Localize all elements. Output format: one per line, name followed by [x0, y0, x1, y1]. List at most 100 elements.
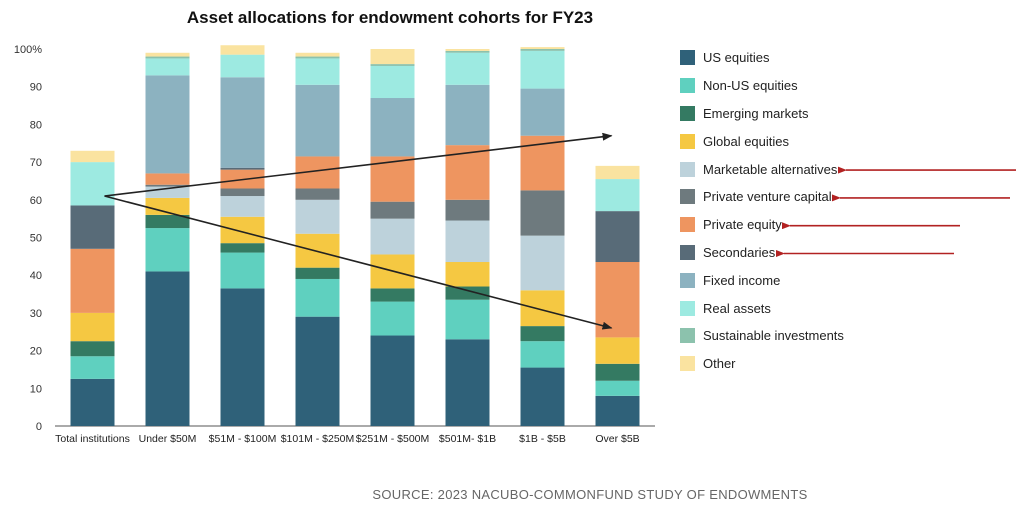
- legend-item: Global equities: [680, 127, 1020, 155]
- bar-segment: [295, 278, 340, 317]
- bar-segment: [70, 356, 115, 379]
- bar-stacks: [70, 45, 640, 426]
- x-tick-label: Total institutions: [55, 433, 130, 445]
- bar-segment: [220, 167, 265, 170]
- bar-segment: [145, 228, 190, 272]
- legend-item: US equities: [680, 44, 1020, 72]
- bar-segment: [445, 262, 490, 287]
- legend-item: Real assets: [680, 294, 1020, 322]
- bar-segment: [70, 162, 115, 206]
- bar-segment: [145, 173, 190, 185]
- bar-segment: [295, 84, 340, 157]
- bar-segment: [145, 214, 190, 229]
- legend-swatch: [680, 217, 695, 233]
- bar-segment: [595, 380, 640, 396]
- bar-segment: [145, 56, 190, 59]
- bar-segment: [595, 363, 640, 381]
- y-tick-label: 30: [30, 308, 42, 320]
- x-tick-label: $51M - $100M: [209, 433, 277, 445]
- y-tick-label: 80: [30, 119, 42, 131]
- bar-segment: [370, 288, 415, 302]
- legend-label: Marketable alternatives: [703, 161, 838, 177]
- bar-segment: [520, 235, 565, 291]
- legend-swatch: [680, 328, 695, 344]
- bar-segment: [295, 267, 340, 279]
- bar-segment: [370, 201, 415, 219]
- legend-label: Fixed income: [703, 272, 781, 288]
- bar-segment: [445, 220, 490, 263]
- bar-segment: [220, 252, 265, 289]
- bar-segment: [520, 290, 565, 327]
- bar-segment: [595, 179, 640, 212]
- bar-segment: [295, 58, 340, 85]
- legend-swatch: [680, 133, 695, 149]
- legend-swatch: [680, 105, 695, 121]
- bar-segment: [295, 188, 340, 200]
- x-tick-label: $1B - $5B: [519, 433, 566, 445]
- bar-segment: [295, 52, 340, 57]
- bar-segment: [70, 248, 115, 313]
- bar-segment: [445, 286, 490, 300]
- trend-arrow: [104, 195, 613, 330]
- bar-segment: [220, 45, 265, 55]
- bar-segment: [220, 243, 265, 253]
- bar-segment: [370, 301, 415, 336]
- legend-swatch: [680, 78, 695, 94]
- bar-segment: [370, 335, 415, 426]
- legend-item: Fixed income: [680, 266, 1020, 294]
- bar-segment: [145, 75, 190, 174]
- bar-segment: [370, 49, 415, 65]
- legend-item: Marketable alternatives: [680, 155, 1020, 183]
- bar-segment: [70, 150, 115, 163]
- legend-item: Sustainable investments: [680, 322, 1020, 350]
- legend-item: Other: [680, 350, 1020, 378]
- bar-segment: [370, 218, 415, 255]
- bar-segment: [145, 271, 190, 426]
- legend-swatch: [680, 189, 695, 205]
- legend-label: Other: [703, 356, 736, 372]
- bar-segment: [370, 64, 415, 66]
- bar-segment: [220, 188, 265, 197]
- y-tick-label: 60: [30, 195, 42, 207]
- legend-label: Real assets: [703, 300, 771, 316]
- x-axis: Total institutions Under $50M $51M - $100M…: [55, 433, 640, 445]
- bar-segment: [220, 77, 265, 168]
- legend-swatch: [680, 272, 695, 288]
- bar-segment: [145, 184, 190, 187]
- bar-segment: [520, 135, 565, 191]
- trend-arrows: [104, 132, 613, 330]
- bar-segment: [145, 52, 190, 57]
- y-tick-label: 0: [36, 421, 42, 433]
- y-tick-label: 70: [30, 157, 42, 169]
- bar-segment: [520, 50, 565, 89]
- legend-item: Emerging markets: [680, 100, 1020, 128]
- bar-segment: [370, 98, 415, 157]
- y-tick-label: 10: [30, 383, 42, 395]
- legend-item: Non-US equities: [680, 72, 1020, 100]
- bar-segment: [220, 54, 265, 78]
- y-axis: 0 10 20 30 40 50 60 70 80 90 100%: [14, 44, 655, 433]
- bar-segment: [70, 378, 115, 426]
- bar-segment: [445, 50, 490, 53]
- bar-segment: [70, 205, 115, 249]
- legend-item: Private venture capital: [680, 183, 1020, 211]
- bar-segment: [595, 211, 640, 263]
- legend-highlight-arrows: [776, 166, 1016, 257]
- bar-segment: [220, 288, 265, 426]
- legend-item: Secondaries: [680, 239, 1020, 267]
- bar-segment: [445, 84, 490, 146]
- y-tick-label: 40: [30, 270, 42, 282]
- bar-segment: [445, 339, 490, 426]
- bar-segment: [520, 49, 565, 51]
- y-tick-label: 100%: [14, 44, 42, 56]
- bar-segment: [220, 216, 265, 244]
- legend-swatch: [680, 161, 695, 177]
- bar-segment: [520, 190, 565, 236]
- bar-segment: [520, 367, 565, 426]
- y-tick-label: 50: [30, 233, 42, 245]
- bar-segment: [520, 341, 565, 368]
- bar-segment: [370, 65, 415, 99]
- bar-segment: [295, 199, 340, 234]
- bar-segment: [445, 299, 490, 340]
- bar-segment: [595, 395, 640, 426]
